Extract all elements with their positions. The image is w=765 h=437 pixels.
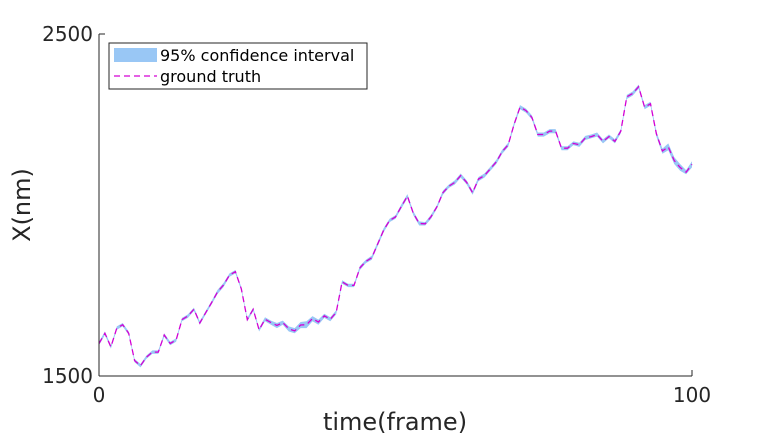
y-tick-label-2500: 2500	[42, 22, 93, 46]
y-tick-label-1500: 1500	[42, 364, 93, 388]
legend-label-ground-truth: ground truth	[160, 67, 261, 86]
plot-area	[98, 84, 693, 368]
legend-label-ci: 95% confidence interval	[160, 46, 354, 65]
ground-truth-line	[98, 85, 693, 367]
y-axis-label: X(nm)	[8, 168, 36, 242]
axes	[98, 33, 693, 377]
legend-swatch-ci	[114, 48, 157, 62]
confidence-band	[99, 84, 692, 368]
x-tick-label-100: 100	[673, 383, 711, 407]
x-axis-label: time(frame)	[323, 408, 467, 436]
legend: 95% confidence interval ground truth	[108, 42, 368, 90]
x-tick-label-0: 0	[93, 383, 106, 407]
